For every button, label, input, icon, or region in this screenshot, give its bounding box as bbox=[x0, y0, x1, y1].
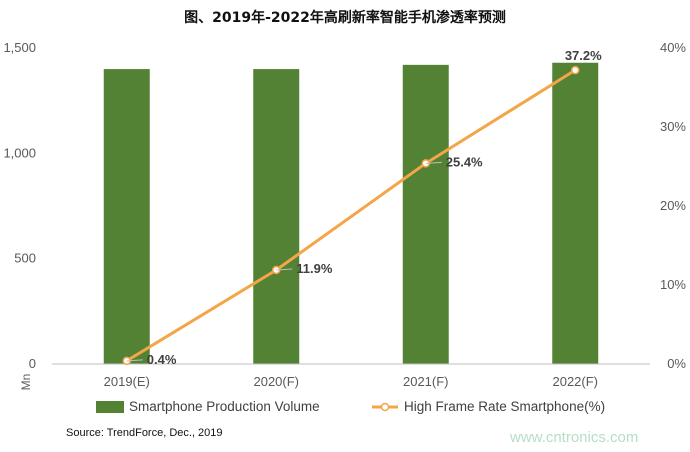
line-point-2022F bbox=[571, 65, 580, 75]
category-labels: 2019(E) 2020(F) 2021(F) 2022(F) bbox=[104, 374, 598, 389]
right-tick-label: 20% bbox=[660, 198, 686, 213]
right-tick-label: 10% bbox=[660, 277, 686, 292]
data-label-leader bbox=[276, 268, 293, 271]
left-tick-label: 0 bbox=[29, 356, 36, 371]
category-label: 2020(F) bbox=[253, 374, 299, 389]
watermark: www.cntronics.com bbox=[509, 429, 638, 446]
left-axis-ticks: 0 500 1,000 1,500 bbox=[3, 40, 36, 371]
data-label: 11.9% bbox=[296, 261, 333, 276]
legend-swatch-bar bbox=[96, 401, 124, 413]
right-tick-label: 0% bbox=[667, 356, 686, 371]
source-note: Source: TrendForce, Dec., 2019 bbox=[66, 427, 223, 439]
series-line bbox=[125, 68, 577, 363]
data-label: 37.2% bbox=[565, 48, 602, 63]
data-label: 0.4% bbox=[147, 352, 177, 367]
bar-2022F bbox=[552, 62, 599, 364]
legend-label-bar: Smartphone Production Volume bbox=[129, 399, 320, 414]
right-axis-ticks: 0% 10% 20% 30% 40% bbox=[660, 40, 686, 371]
data-label-leader bbox=[425, 161, 442, 164]
data-label-leader bbox=[126, 359, 143, 362]
legend-swatch-marker bbox=[380, 402, 390, 412]
bar-2019E bbox=[103, 69, 150, 365]
category-label: 2021(F) bbox=[403, 374, 449, 389]
y-axis-unit-label: Mn bbox=[19, 374, 33, 391]
left-tick-label: 500 bbox=[14, 251, 36, 266]
legend-label-line: High Frame Rate Smartphone(%) bbox=[404, 399, 605, 414]
bar-2020F bbox=[253, 69, 300, 365]
data-label: 25.4% bbox=[446, 154, 483, 169]
left-tick-label: 1,000 bbox=[3, 145, 36, 160]
left-tick-label: 1,500 bbox=[3, 40, 36, 55]
bar-series bbox=[103, 62, 599, 365]
category-label: 2019(E) bbox=[104, 374, 150, 389]
right-tick-label: 40% bbox=[660, 40, 686, 55]
line-series bbox=[122, 65, 580, 366]
data-labels: 0.4% 11.9% 25.4% 37.2% bbox=[126, 48, 602, 367]
right-tick-label: 30% bbox=[660, 119, 686, 134]
legend: Smartphone Production Volume High Frame … bbox=[96, 399, 605, 414]
bar-2021F bbox=[402, 64, 449, 364]
chart-title: 图、2019年-2022年高刷新率智能手机渗透率预测 bbox=[184, 9, 506, 26]
category-label: 2022(F) bbox=[552, 374, 598, 389]
